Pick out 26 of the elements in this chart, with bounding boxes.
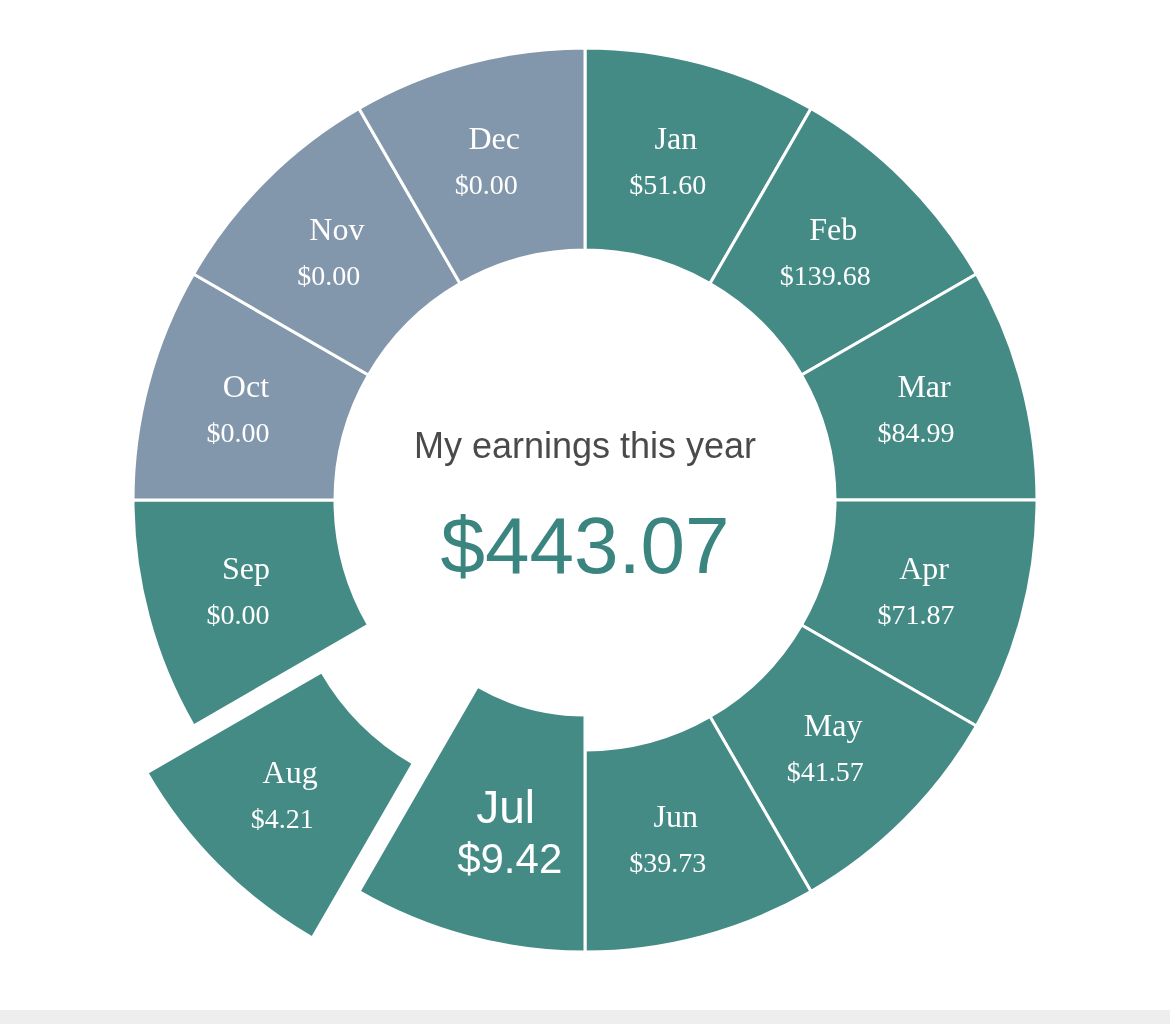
category-label: Oct: [222, 368, 270, 405]
data-label: $71.87: [877, 598, 955, 630]
category-label: Sep: [221, 549, 270, 586]
data-label: $139.68: [779, 259, 871, 291]
data-label: $0.00: [297, 259, 361, 291]
data-label: $51.60: [629, 168, 707, 200]
data-label: $9.42: [457, 835, 563, 883]
category-label: Aug: [262, 753, 318, 790]
category-label: Apr: [899, 549, 950, 586]
data-label: $0.00: [206, 598, 270, 630]
data-label: $41.57: [786, 756, 864, 788]
data-label: $0.00: [454, 168, 518, 200]
category-label: Jun: [653, 798, 699, 835]
data-label: $39.73: [629, 847, 707, 879]
category-label: Dec: [468, 119, 520, 156]
data-label: $4.21: [250, 802, 314, 834]
text: My earnings this year: [413, 425, 757, 466]
category-label: Mar: [897, 368, 952, 405]
data-label: $0.00: [206, 417, 270, 449]
category-label: May: [803, 707, 863, 744]
text: $443.07: [440, 501, 730, 590]
category-label: Nov: [309, 210, 365, 247]
category-label: Jan: [654, 119, 698, 156]
category-label: Feb: [809, 210, 858, 247]
category-label: Jul: [476, 781, 536, 834]
data-label: $84.99: [877, 417, 955, 449]
